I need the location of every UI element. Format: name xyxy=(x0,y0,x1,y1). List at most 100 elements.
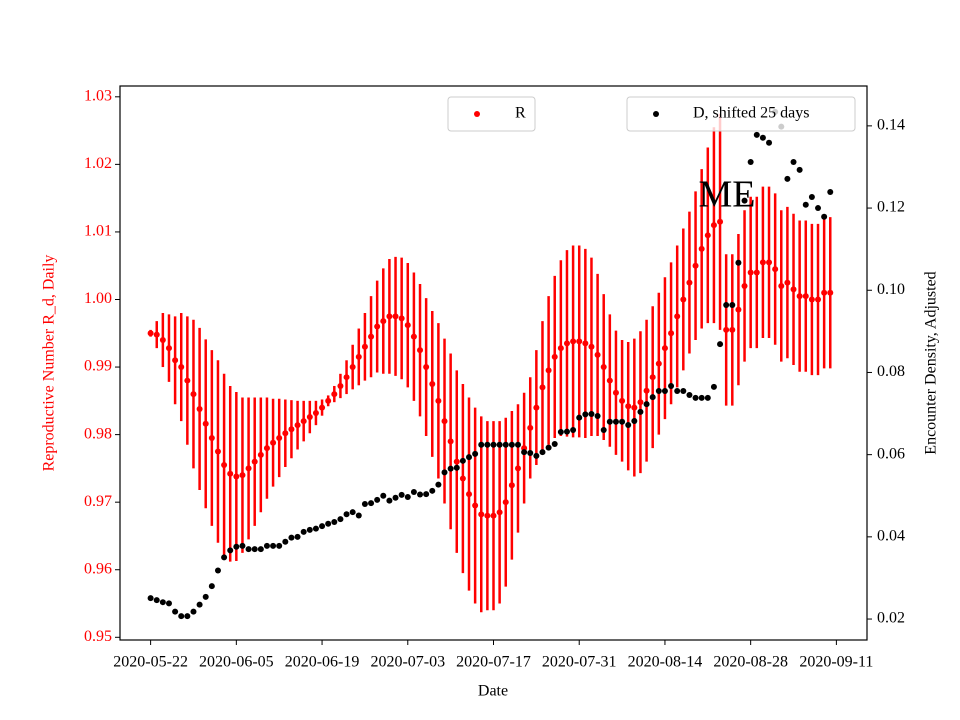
legend-label: R xyxy=(515,105,526,122)
point xyxy=(178,364,185,371)
point xyxy=(300,528,307,535)
point xyxy=(606,418,613,425)
point xyxy=(496,441,503,448)
point xyxy=(808,193,815,200)
point xyxy=(710,383,717,390)
point xyxy=(257,546,264,553)
x-tick-label: 2020-07-03 xyxy=(370,654,445,671)
point xyxy=(551,440,558,447)
point xyxy=(466,491,473,498)
point xyxy=(735,306,742,313)
point xyxy=(270,542,277,549)
point xyxy=(349,364,356,371)
point xyxy=(557,429,564,436)
point xyxy=(698,245,705,252)
point xyxy=(398,315,405,322)
point xyxy=(790,286,797,293)
y-tick-label: 0.98 xyxy=(84,425,112,442)
x-tick-label: 2020-06-19 xyxy=(285,654,360,671)
point xyxy=(453,458,460,465)
point xyxy=(165,600,172,607)
point xyxy=(300,418,307,425)
point xyxy=(533,452,540,459)
point xyxy=(815,205,822,212)
point xyxy=(704,394,711,401)
point xyxy=(723,302,730,309)
y2-tick-label: 0.08 xyxy=(877,363,905,380)
point xyxy=(386,497,393,504)
point xyxy=(337,382,344,389)
point xyxy=(741,282,748,289)
point xyxy=(263,542,270,549)
point xyxy=(447,465,454,472)
point xyxy=(784,175,791,182)
point xyxy=(478,511,485,518)
point xyxy=(184,613,191,620)
point xyxy=(674,387,681,394)
point xyxy=(423,491,430,498)
point xyxy=(508,441,515,448)
point xyxy=(514,465,521,472)
point xyxy=(766,259,773,266)
point xyxy=(661,387,668,394)
y2-tick-label: 0.04 xyxy=(877,528,905,545)
point xyxy=(417,491,424,498)
point xyxy=(435,481,442,488)
point xyxy=(282,538,289,545)
point xyxy=(380,318,387,325)
point xyxy=(643,387,650,394)
point xyxy=(368,333,375,340)
point xyxy=(312,409,319,416)
point xyxy=(661,345,668,352)
point xyxy=(312,525,319,532)
point xyxy=(710,222,717,229)
point xyxy=(815,296,822,303)
point xyxy=(576,338,583,345)
point xyxy=(680,296,687,303)
point xyxy=(631,404,638,411)
point xyxy=(821,213,828,220)
y2-axis-label: Encounter Density, Adjusted xyxy=(923,271,940,454)
point xyxy=(404,493,411,500)
point xyxy=(435,397,442,404)
point xyxy=(257,451,264,458)
legend-box xyxy=(447,96,536,132)
point xyxy=(582,411,589,418)
point xyxy=(490,512,497,519)
point xyxy=(588,410,595,417)
point xyxy=(753,269,760,276)
point xyxy=(649,394,656,401)
point xyxy=(288,534,295,541)
y-tick-label: 0.95 xyxy=(84,628,112,645)
point xyxy=(631,417,638,424)
point xyxy=(551,353,558,360)
point xyxy=(172,608,179,615)
point xyxy=(600,364,607,371)
point xyxy=(796,166,803,173)
point xyxy=(588,343,595,350)
y2-tick-label: 0.06 xyxy=(877,445,905,462)
point xyxy=(484,512,491,519)
point xyxy=(306,414,313,421)
plot-area xyxy=(147,108,834,620)
point xyxy=(643,401,650,408)
y-tick-label: 1.00 xyxy=(84,290,112,307)
point xyxy=(753,131,760,138)
point xyxy=(386,313,393,320)
point xyxy=(778,282,785,289)
point xyxy=(729,326,736,333)
point xyxy=(392,313,399,320)
point xyxy=(802,201,809,208)
point xyxy=(233,543,240,550)
point xyxy=(484,441,491,448)
point xyxy=(790,159,797,166)
point xyxy=(784,279,791,286)
point xyxy=(294,422,301,429)
y2-tick-label: 0.02 xyxy=(877,610,905,627)
point xyxy=(723,326,730,333)
point xyxy=(686,279,693,286)
point xyxy=(159,337,166,344)
point xyxy=(539,384,546,391)
point xyxy=(545,444,552,451)
y-tick-label: 1.01 xyxy=(84,223,112,240)
